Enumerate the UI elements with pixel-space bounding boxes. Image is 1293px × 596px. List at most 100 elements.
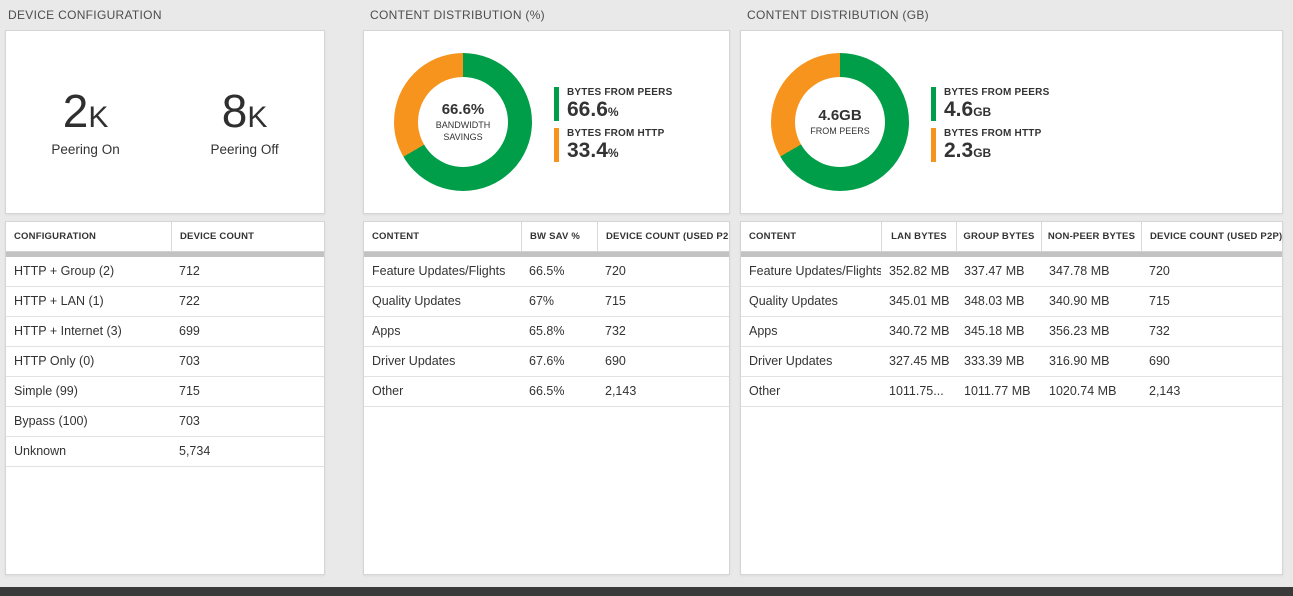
cell-device-count: 699: [179, 324, 200, 338]
column-header-configuration[interactable]: CONFIGURATION: [14, 231, 97, 242]
cell-non-peer-bytes: 347.78 MB: [1049, 264, 1110, 278]
peering-on-number: 2K: [51, 88, 119, 134]
cell-device-count: 703: [179, 414, 200, 428]
table-row[interactable]: Quality Updates 345.01 MB 348.03 MB 340.…: [741, 287, 1282, 317]
donut-chart-bandwidth-savings[interactable]: 66.6% BANDWIDTH SAVINGS: [394, 53, 532, 191]
cell-device-count-used-p2p: 720: [1149, 264, 1170, 278]
table-row[interactable]: Feature Updates/Flights 66.5% 720: [364, 257, 729, 287]
cell-device-count-used-p2p: 720: [605, 264, 626, 278]
legend-value-line: 2.3GB: [944, 140, 1041, 162]
legend-item-bytes-from-http: BYTES FROM HTTP 2.3GB: [931, 128, 1049, 163]
table-header: CONTENT LAN BYTES GROUP BYTES NON-PEER B…: [741, 222, 1282, 252]
table-body: HTTP + Group (2) 712 HTTP + LAN (1) 722 …: [6, 257, 324, 467]
table-row[interactable]: Driver Updates 67.6% 690: [364, 347, 729, 377]
cell-non-peer-bytes: 356.23 MB: [1049, 324, 1110, 338]
cell-non-peer-bytes: 316.90 MB: [1049, 354, 1110, 368]
legend-item-bytes-from-peers: BYTES FROM PEERS 66.6%: [554, 87, 672, 122]
donut-chart-bytes-from-peers[interactable]: 4.6GB FROM PEERS: [771, 53, 909, 191]
peering-off-number: 8K: [211, 88, 279, 134]
column-header-non-peer-bytes[interactable]: NON-PEER BYTES: [1041, 222, 1141, 251]
table-row[interactable]: Driver Updates 327.45 MB 333.39 MB 316.9…: [741, 347, 1282, 377]
legend-value-line: 4.6GB: [944, 98, 1049, 121]
cell-configuration: HTTP Only (0): [14, 354, 95, 368]
legend-item-bytes-from-http: BYTES FROM HTTP 33.4%: [554, 128, 672, 163]
cell-lan-bytes: 340.72 MB: [889, 324, 950, 338]
table-row[interactable]: HTTP + Group (2) 712: [6, 257, 324, 287]
cell-content: Other: [749, 384, 781, 398]
cell-lan-bytes: 1011.75...: [889, 384, 944, 398]
legend-text: BYTES FROM HTTP 33.4%: [567, 128, 664, 162]
cell-non-peer-bytes: 1020.74 MB: [1049, 384, 1117, 398]
cell-device-count-used-p2p: 715: [1149, 294, 1170, 308]
legend-label: BYTES FROM PEERS: [944, 87, 1050, 98]
column-header-content[interactable]: CONTENT: [749, 231, 797, 242]
legend-unit: GB: [973, 146, 992, 161]
column-header-device-count[interactable]: DEVICE COUNT: [171, 222, 324, 251]
table-header-divider: [6, 252, 324, 257]
cell-group-bytes: 1011.77 MB: [964, 384, 1031, 398]
cell-lan-bytes: 345.01 MB: [889, 294, 950, 308]
table-row[interactable]: Simple (99) 715: [6, 377, 324, 407]
cell-group-bytes: 345.18 MB: [964, 324, 1025, 338]
cell-device-count-used-p2p: 2,143: [605, 384, 637, 398]
cell-device-count-used-p2p: 690: [605, 354, 626, 368]
cell-configuration: HTTP + LAN (1): [14, 294, 104, 308]
column-header-bw-sav-pct[interactable]: BW SAV %: [521, 222, 597, 251]
cell-bw-sav-pct: 66.5%: [529, 384, 565, 398]
cell-group-bytes: 348.03 MB: [964, 294, 1025, 308]
legend-label: BYTES FROM HTTP: [944, 128, 1042, 140]
cell-content: Feature Updates/Flights: [749, 264, 881, 278]
cell-configuration: HTTP + Internet (3): [14, 324, 122, 338]
table-body: Feature Updates/Flights 66.5% 720 Qualit…: [364, 257, 729, 407]
legend-unit: %: [607, 105, 619, 119]
table-row[interactable]: Apps 340.72 MB 345.18 MB 356.23 MB 732: [741, 317, 1282, 347]
table-row[interactable]: Other 66.5% 2,143: [364, 377, 729, 407]
column-header-content[interactable]: CONTENT: [372, 231, 420, 242]
cell-group-bytes: 337.47 MB: [964, 264, 1025, 278]
cell-device-count: 703: [179, 354, 200, 368]
column-header-device-count-used-p2p[interactable]: DEVICE COUNT (USED P2P): [597, 222, 729, 251]
column-header-group-bytes[interactable]: GROUP BYTES: [956, 222, 1041, 251]
table-row[interactable]: Bypass (100) 703: [6, 407, 324, 437]
panel-title-device-configuration: DEVICE CONFIGURATION: [8, 8, 162, 22]
chart-legend: BYTES FROM PEERS 4.6GB BYTES FROM HTTP 2…: [931, 87, 1049, 169]
legend-unit: %: [607, 146, 619, 161]
table-row[interactable]: HTTP Only (0) 703: [6, 347, 324, 377]
legend-color-bar-http: [554, 128, 559, 163]
chart-legend: BYTES FROM PEERS 66.6% BYTES FROM HTTP 3…: [554, 87, 672, 169]
table-row[interactable]: Feature Updates/Flights 352.82 MB 337.47…: [741, 257, 1282, 287]
content-distribution-pct-tile[interactable]: 66.6% BANDWIDTH SAVINGS BYTES FROM PEERS…: [363, 30, 730, 214]
peering-on-unit: K: [88, 100, 109, 134]
content-distribution-gb-tile[interactable]: 4.6GB FROM PEERS BYTES FROM PEERS 4.6GB …: [740, 30, 1283, 214]
donut-center-label: FROM PEERS: [810, 125, 870, 136]
cell-configuration: HTTP + Group (2): [14, 264, 115, 278]
cell-group-bytes: 333.39 MB: [964, 354, 1025, 368]
table-row[interactable]: Other 1011.75... 1011.77 MB 1020.74 MB 2…: [741, 377, 1282, 407]
cell-content: Apps: [749, 324, 778, 338]
legend-text: BYTES FROM PEERS 4.6GB: [944, 87, 1049, 121]
cell-device-count-used-p2p: 690: [1149, 354, 1170, 368]
cell-content: Quality Updates: [749, 294, 838, 308]
legend-color-bar-peers: [554, 87, 559, 122]
table-row[interactable]: HTTP + Internet (3) 699: [6, 317, 324, 347]
cell-non-peer-bytes: 340.90 MB: [1049, 294, 1110, 308]
peering-off-label: Peering Off: [210, 141, 279, 157]
legend-text: BYTES FROM PEERS 66.6%: [567, 87, 672, 121]
stat-peering-on: 2K Peering On: [51, 88, 119, 157]
device-configuration-tile[interactable]: 2K Peering On 8K Peering Off: [5, 30, 325, 214]
device-configuration-table: CONFIGURATION DEVICE COUNT HTTP + Group …: [5, 221, 325, 575]
peering-on-value: 2: [62, 84, 89, 137]
panel-title-content-distribution-pct: CONTENT DISTRIBUTION (%): [370, 8, 545, 22]
table-row[interactable]: Quality Updates 67% 715: [364, 287, 729, 317]
cell-configuration: Bypass (100): [14, 414, 88, 428]
table-row[interactable]: Apps 65.8% 732: [364, 317, 729, 347]
column-header-lan-bytes[interactable]: LAN BYTES: [881, 222, 956, 251]
legend-value: 2.3: [944, 139, 974, 163]
table-row[interactable]: Unknown 5,734: [6, 437, 324, 467]
legend-color-bar-http: [931, 128, 936, 163]
table-row[interactable]: HTTP + LAN (1) 722: [6, 287, 324, 317]
peering-off-unit: K: [247, 100, 268, 134]
cell-device-count: 722: [179, 294, 200, 308]
taskbar-strip: [0, 587, 1293, 596]
column-header-device-count-used-p2p[interactable]: DEVICE COUNT (USED P2P): [1141, 222, 1282, 251]
